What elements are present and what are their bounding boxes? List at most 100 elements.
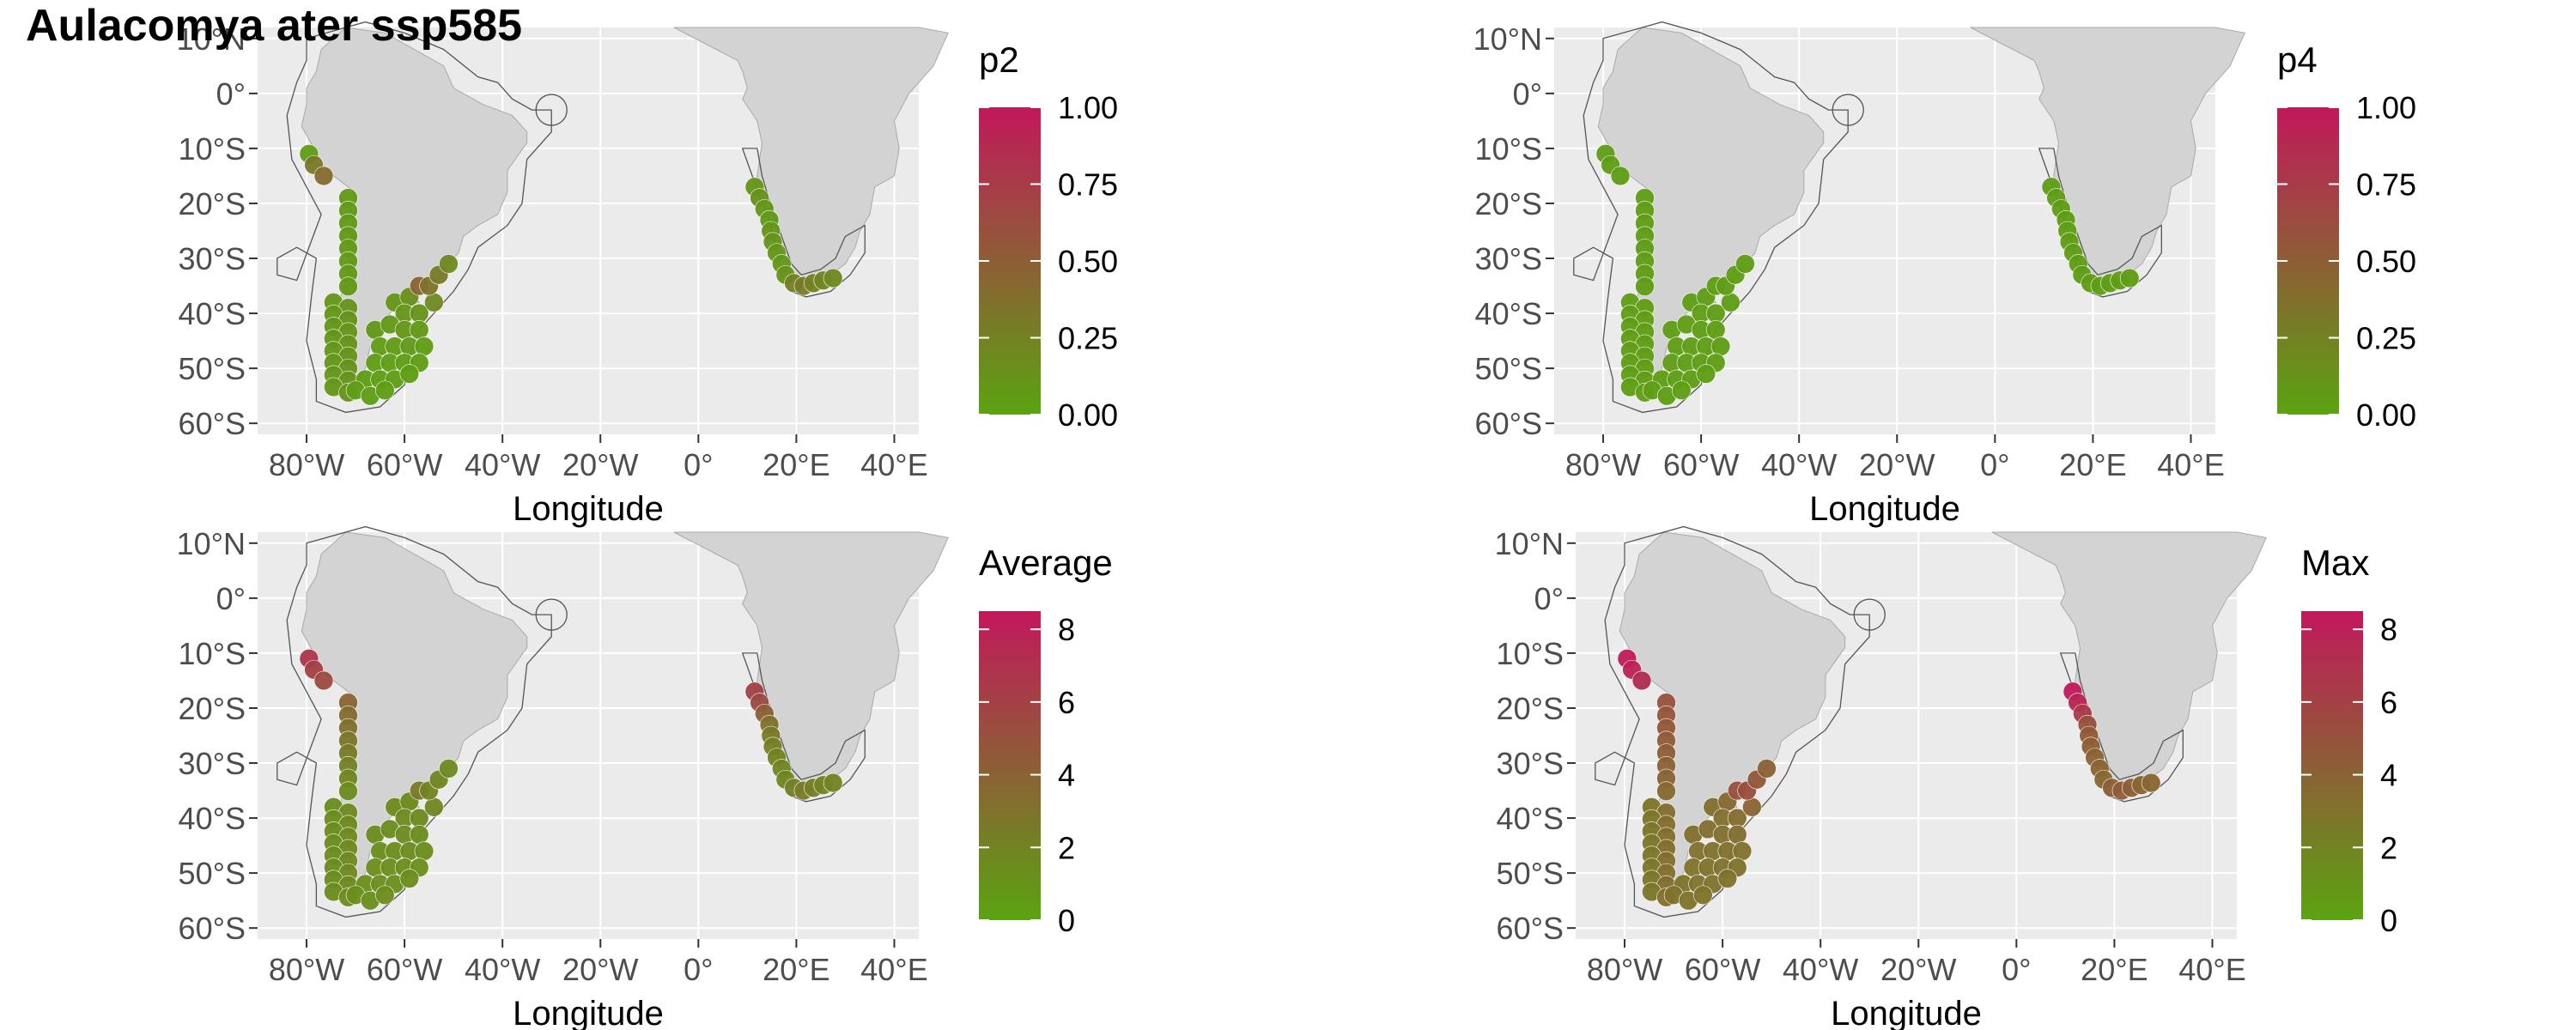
x-tick-label: 40°E <box>2178 952 2245 987</box>
grid-cell <box>338 781 358 801</box>
grid-cell <box>2141 772 2161 793</box>
legend-tick-label: 6 <box>2380 685 2397 720</box>
grid-cell <box>1717 869 1738 888</box>
x-tick-label: 40°E <box>860 447 927 482</box>
y-tick-label: 30°S <box>179 241 246 276</box>
x-tick-label: 80°W <box>269 447 344 482</box>
grid-cell <box>823 772 843 793</box>
legend-tick-label: 8 <box>1058 612 1075 647</box>
x-axis-label: Longitude <box>1831 995 1982 1030</box>
y-tick-label: 20°S <box>179 186 246 221</box>
legend-tick-label: 0.00 <box>2356 397 2416 433</box>
legend-tick-label: 0.75 <box>2356 167 2416 203</box>
grid-cell <box>1735 254 1755 274</box>
legend-tick-label: 2 <box>2380 830 2397 865</box>
grid-cell <box>1696 364 1716 384</box>
y-tick-label: 10°N <box>1495 526 1564 561</box>
y-tick-label: 40°S <box>179 296 246 331</box>
y-tick-label: 0° <box>1513 76 1542 112</box>
y-tick-label: 0° <box>216 581 246 616</box>
grid-cell <box>1732 841 1753 861</box>
grid-cell <box>1705 319 1726 340</box>
grid-cell <box>399 364 420 384</box>
x-tick-label: 0° <box>2002 952 2031 987</box>
legend-tick-label: 2 <box>1058 830 1075 865</box>
y-tick-label: 20°S <box>179 691 246 726</box>
legend-tick-label: 0.50 <box>1058 244 1118 279</box>
x-tick-label: 60°W <box>1685 952 1760 987</box>
colorbar <box>979 611 1041 920</box>
grid-cell <box>439 254 459 274</box>
y-tick-label: 10°N <box>1473 21 1542 57</box>
legend-tick-label: 6 <box>1058 685 1075 720</box>
y-tick-label: 50°S <box>1475 351 1542 386</box>
y-tick-label: 40°S <box>179 801 246 836</box>
legend-tick-label: 0 <box>2380 903 2397 938</box>
island-outline <box>535 598 568 631</box>
grid-cell <box>2119 268 2140 288</box>
x-axis-label: Longitude <box>1809 490 1960 528</box>
x-tick-label: 80°W <box>269 952 344 987</box>
y-tick-label: 50°S <box>179 351 246 386</box>
colorbar <box>2301 611 2363 920</box>
legend-tick-label: 0.25 <box>1058 321 1118 356</box>
grid-cell <box>1635 276 1655 296</box>
grid-cell <box>374 380 395 401</box>
grid-cell <box>1742 797 1762 817</box>
y-tick-label: 30°S <box>179 746 246 781</box>
y-tick-label: 10°S <box>1475 131 1542 167</box>
legend-title: p2 <box>979 39 1019 80</box>
colorbar-legend: p2 1.00 0.75 0.50 0.25 0.00 <box>979 39 1118 433</box>
grid-cell <box>823 268 843 288</box>
grid-cell <box>1610 166 1631 186</box>
x-tick-label: 20°W <box>1880 952 1956 987</box>
y-tick-label: 10°S <box>179 636 246 671</box>
grid-cell <box>1710 336 1731 356</box>
x-tick-label: 0° <box>1980 447 2009 482</box>
y-tick-label: 20°S <box>1475 186 1542 221</box>
grid-cell <box>1671 380 1692 401</box>
y-tick-label: 10°S <box>1497 636 1564 671</box>
grid-cell <box>374 885 395 906</box>
x-tick-label: 20°W <box>562 952 638 987</box>
x-tick-label: 40°W <box>1783 952 1858 987</box>
y-tick-label: 40°S <box>1475 296 1542 331</box>
grid-cell <box>439 759 459 779</box>
legend-tick-label: 8 <box>2380 612 2397 647</box>
x-tick-label: 20°E <box>2081 952 2148 987</box>
grid-cell <box>409 319 429 340</box>
map-panel: 10°N 0° 10°S 20°S 30°S 40°S 50°S 60°S 80°W 60°W 40… <box>177 21 1119 528</box>
y-tick-label: 10°N <box>177 21 246 57</box>
map-panel: 10°N0°10°S20°S30°S40°S50°S60°S80°W 60°W 40… <box>1473 21 2417 528</box>
y-tick-label: 50°S <box>179 856 246 891</box>
y-tick-label: 0° <box>1534 581 1564 616</box>
grid-cell <box>1721 292 1741 312</box>
x-tick-label: 60°W <box>1663 447 1739 482</box>
x-axis-label: Longitude <box>513 995 664 1030</box>
x-tick-label: 20°W <box>1859 447 1935 482</box>
grid-cell <box>409 824 429 845</box>
grid-cell <box>414 336 434 356</box>
grid-cell <box>1757 759 1777 779</box>
y-tick-label: 30°S <box>1497 746 1564 781</box>
x-tick-label: 40°E <box>860 952 927 987</box>
x-tick-label: 80°W <box>1587 952 1662 987</box>
y-tick-label: 10°S <box>179 131 246 167</box>
x-tick-label: 0° <box>683 952 713 987</box>
x-tick-label: 40°W <box>465 952 540 987</box>
map-panel: 10°N0°10°S20°S30°S40°S50°S60°S80°W 60°W 40… <box>177 526 1113 1030</box>
y-tick-label: 10°N <box>177 526 246 561</box>
colorbar-legend: p4 1.00 0.75 0.50 0.25 0.00 <box>2277 39 2416 433</box>
grid-cell <box>399 869 420 888</box>
y-tick-label: 60°S <box>179 406 246 441</box>
legend-tick-label: 4 <box>1058 758 1075 793</box>
legend-tick-label: 0 <box>1058 903 1075 938</box>
x-tick-label: 0° <box>683 447 713 482</box>
x-axis-label: Longitude <box>513 490 664 528</box>
x-tick-label: 80°W <box>1565 447 1641 482</box>
x-tick-label: 60°W <box>367 447 442 482</box>
legend-title: Max <box>2301 542 2369 583</box>
map-panel: 10°N0°10°S20°S30°S40°S50°S60°S80°W 60°W 40… <box>1495 526 2397 1030</box>
grid-cell <box>424 292 444 312</box>
x-tick-label: 60°W <box>367 952 442 987</box>
